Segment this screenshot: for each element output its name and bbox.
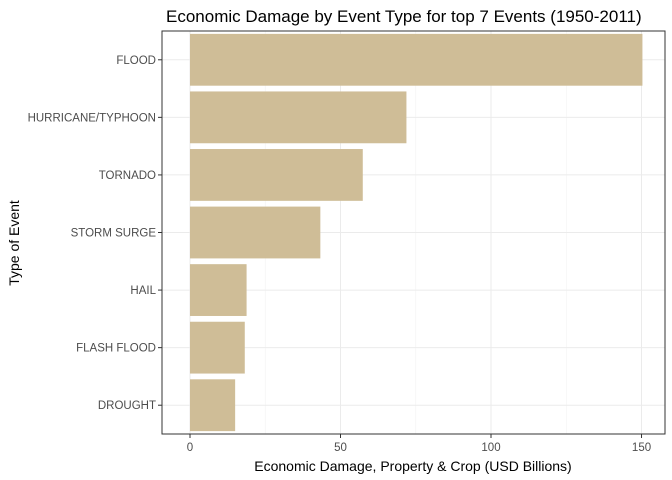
y-tick-label: FLOOD (116, 55, 156, 67)
bar-storm-surge (189, 206, 321, 259)
plot-panel (161, 30, 666, 435)
y-tick-label: DROUGHT (98, 400, 156, 412)
y-tick-label: HURRICANE/TYPHOON (28, 112, 156, 124)
x-axis-title: Economic Damage, Property & Crop (USD Bi… (254, 458, 571, 474)
y-tick-label: TORNADO (99, 170, 156, 182)
x-tick-label: 100 (481, 442, 500, 454)
y-tick-label: FLASH FLOOD (76, 343, 156, 355)
y-tick-label: HAIL (130, 285, 156, 297)
y-axis: FLOOD HURRICANE/TYPHOON TORNADO STORM SURGE… (28, 55, 162, 412)
y-axis-title: Type of Event (6, 200, 22, 286)
chart-title: Economic Damage by Event Type for top 7 … (166, 7, 642, 26)
bars (189, 33, 643, 432)
x-axis: 0 50 100 150 (187, 434, 651, 454)
bar-flood (189, 33, 643, 86)
bar-drought (189, 379, 236, 432)
x-tick-label: 50 (334, 442, 347, 454)
x-tick-label: 0 (187, 442, 193, 454)
bar-flash-flood (189, 321, 245, 374)
bar-hail (189, 264, 247, 316)
x-tick-label: 150 (632, 442, 651, 454)
y-tick-label: STORM SURGE (71, 228, 157, 240)
bar-hurricane-typhoon (189, 91, 407, 144)
bar-tornado (189, 149, 363, 201)
